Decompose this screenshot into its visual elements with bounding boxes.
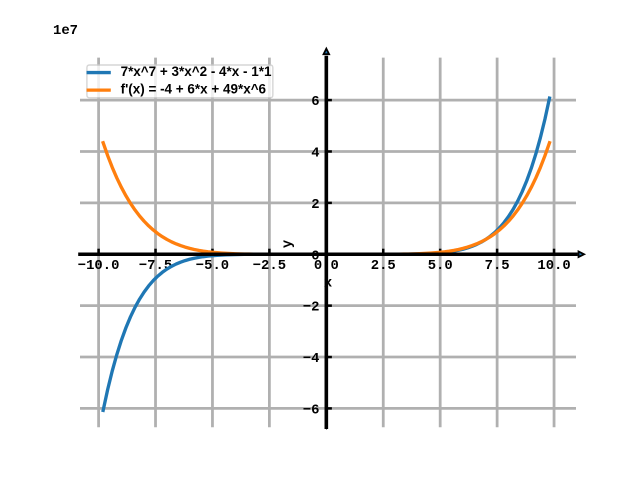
- svg-text:10.0: 10.0: [537, 258, 570, 274]
- svg-text:−4: −4: [303, 351, 320, 367]
- svg-text:2.5: 2.5: [371, 258, 396, 274]
- svg-text:4: 4: [311, 146, 319, 162]
- svg-text:5.0: 5.0: [428, 258, 453, 274]
- svg-text:−2: −2: [303, 300, 320, 316]
- svg-text:f'(x) = -4 + 6*x + 49*x^6: f'(x) = -4 + 6*x + 49*x^6: [121, 82, 266, 97]
- svg-text:1e7: 1e7: [53, 23, 78, 39]
- svg-text:7*x^7 + 3*x^2 - 4*x - 1*1: 7*x^7 + 3*x^2 - 4*x - 1*1: [121, 64, 272, 79]
- svg-text:0: 0: [311, 248, 319, 264]
- svg-text:7.5: 7.5: [485, 258, 510, 274]
- svg-text:2: 2: [311, 197, 319, 213]
- svg-text:−10.0: −10.0: [78, 258, 120, 274]
- svg-text:−7.5: −7.5: [139, 258, 172, 274]
- svg-text:−5.0: −5.0: [196, 258, 229, 274]
- svg-text:−6: −6: [303, 402, 320, 418]
- svg-text:−2.5: −2.5: [253, 258, 286, 274]
- svg-text:6: 6: [311, 94, 319, 110]
- svg-text:y: y: [280, 239, 296, 248]
